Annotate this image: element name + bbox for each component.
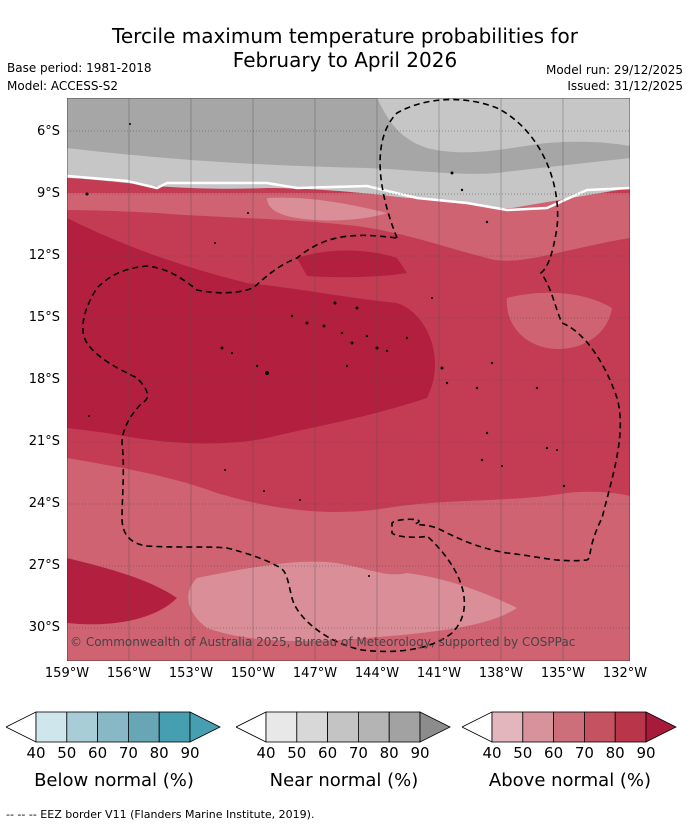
near-normal-zone-light-2: [377, 98, 630, 132]
latitude-label: 15°S: [28, 310, 60, 325]
copyright-text: © Commonwealth of Australia 2025, Bureau…: [70, 635, 575, 649]
meridian-lines: [128, 98, 564, 661]
longitude-label: 135°W: [540, 666, 586, 681]
colorbar-cell: [97, 711, 129, 743]
longitude-label: 156°W: [106, 666, 152, 681]
colorbar-tick-label: 60: [544, 744, 564, 762]
below-normal-colorbar: [6, 711, 221, 743]
latitude-label: 27°S: [28, 558, 60, 573]
longitude-label: 159°W: [44, 666, 90, 681]
colorbar-tick-label: 70: [118, 744, 138, 762]
colorbar-tick-label: 40: [26, 744, 46, 762]
latitude-label: 21°S: [28, 434, 60, 449]
colorbar-tick-label: 40: [256, 744, 276, 762]
tercile-boundary: [67, 174, 630, 212]
below-normal-label: Below normal (%): [34, 770, 194, 791]
longitude-label: 150°W: [230, 666, 276, 681]
colorbar-tick-label: 80: [149, 744, 169, 762]
latitude-label: 30°S: [28, 620, 60, 635]
longitude-label: 132°W: [602, 666, 648, 681]
colorbar-tick-label: 90: [410, 744, 430, 762]
colorbar-cell: [327, 711, 359, 743]
base-period-label: Base period: 1981-2018: [7, 61, 152, 75]
model-label: Model: ACCESS-S2: [7, 79, 119, 93]
colorbar-tick-label: 80: [379, 744, 399, 762]
colorbar-cell: [296, 711, 328, 743]
colorbar-tick-label: 90: [180, 744, 200, 762]
colorbar-tick-label: 60: [318, 744, 338, 762]
map-title-line-1: Tercile maximum temperature probabilitie…: [112, 24, 578, 48]
colorbar-cell: [584, 711, 616, 743]
grid-lines: [67, 130, 630, 629]
colorbar-tick-label: 90: [636, 744, 656, 762]
near-normal-zone-dark: [67, 98, 630, 174]
colorbar-cell: [388, 711, 421, 743]
above-normal-colorbar: [462, 711, 677, 743]
above-normal-core-2: [297, 250, 407, 278]
latitude-label: 18°S: [28, 372, 60, 387]
map-title-line-2: February to April 2026: [232, 48, 458, 72]
longitude-label: 144°W: [354, 666, 400, 681]
probability-map: © Commonwealth of Australia 2025, Bureau…: [67, 98, 630, 661]
latitude-label: 12°S: [28, 248, 60, 263]
colorbar-tick-label: 70: [348, 744, 368, 762]
above-normal-east-pale: [506, 292, 612, 349]
above-normal-south-pale: [188, 561, 518, 641]
above-normal-core: [67, 218, 436, 444]
colorbar-cell: [128, 711, 160, 743]
longitude-label: 141°W: [416, 666, 462, 681]
above-normal-upper-band: [67, 193, 630, 261]
above-normal-pale-upper: [267, 197, 387, 221]
colorbar-cell: [522, 711, 554, 743]
colorbar-cell: [358, 711, 390, 743]
colorbar-cell: [35, 711, 68, 743]
colorbar-tick-label: 50: [513, 744, 533, 762]
colorbar-cell: [66, 711, 98, 743]
longitude-label: 138°W: [478, 666, 524, 681]
colorbar-cell: [265, 711, 298, 743]
colorbar-tick-label: 60: [88, 744, 108, 762]
above-normal-south-dark: [67, 558, 177, 625]
eez-borders: [82, 98, 622, 653]
issued-label: Issued: 31/12/2025: [567, 79, 683, 93]
eez-footnote: -- -- -- EEZ border V11 (Flanders Marine…: [6, 808, 315, 821]
latitude-label: 24°S: [28, 496, 60, 511]
colorbar-tick-label: 40: [482, 744, 502, 762]
longitude-label: 147°W: [292, 666, 338, 681]
colorbar-cell: [491, 711, 524, 743]
islands: [85, 123, 566, 577]
near-normal-label: Near normal (%): [269, 770, 419, 791]
near-normal-colorbar: [236, 711, 451, 743]
colorbar-tick-label: 80: [605, 744, 625, 762]
above-normal-label: Above normal (%): [488, 770, 652, 791]
colorbar-cell: [158, 711, 191, 743]
latitude-label: 6°S: [36, 124, 60, 139]
colorbar-tick-label: 50: [287, 744, 307, 762]
colorbar-tick-label: 50: [57, 744, 77, 762]
model-run-label: Model run: 29/12/2025: [545, 63, 683, 77]
colorbar-cell: [553, 711, 585, 743]
longitude-label: 153°W: [168, 666, 214, 681]
colorbar-tick-label: 70: [574, 744, 594, 762]
colorbar-cell: [614, 711, 647, 743]
latitude-label: 9°S: [36, 186, 60, 201]
